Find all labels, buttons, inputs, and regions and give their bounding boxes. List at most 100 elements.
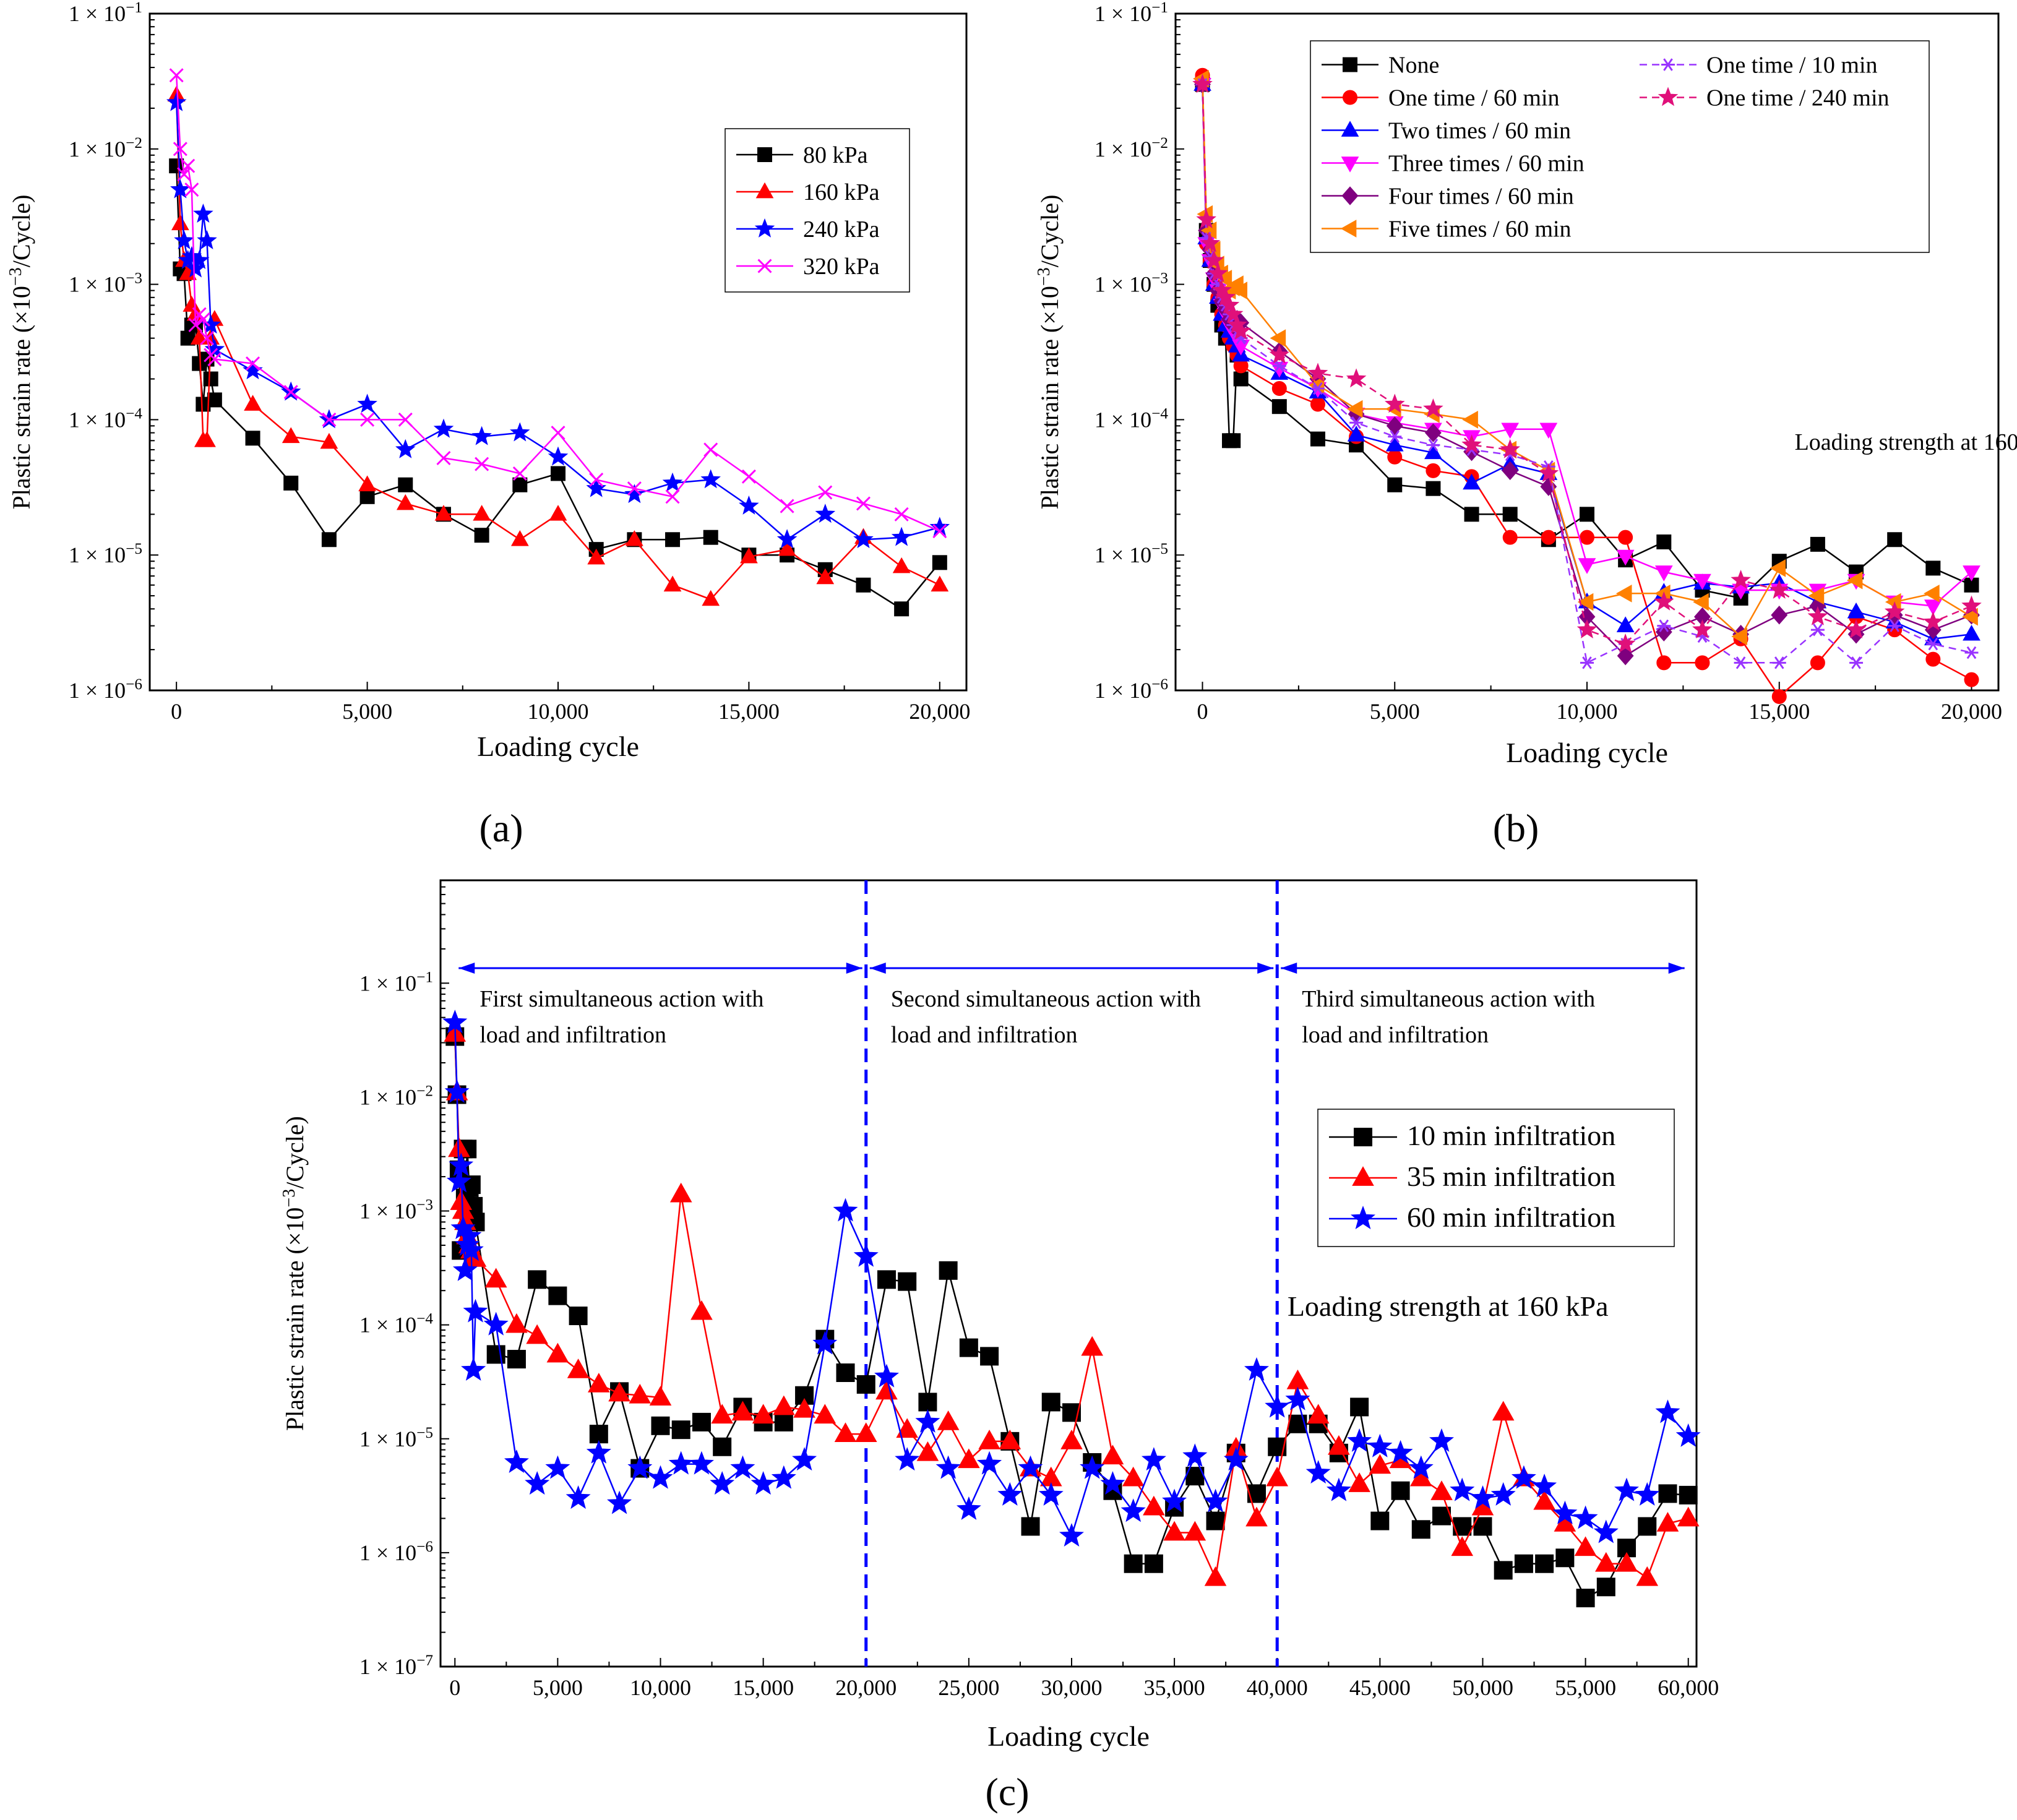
legend-label: 80 kPa [803,142,868,168]
data-point [1810,655,1825,671]
legend-label: 320 kPa [803,254,880,280]
x-tick-label: 20,000 [835,1675,897,1700]
data-point [939,1261,958,1280]
data-point [198,431,216,447]
y-axis-label: Plastic strain rate (×10−3/Cycle) [1034,195,1064,510]
data-point [1162,1488,1187,1513]
data-point [1574,1536,1597,1556]
data-point [875,1380,898,1400]
data-point [1216,270,1232,288]
data-point [1285,1386,1310,1410]
x-tick-label: 50,000 [1452,1675,1513,1700]
data-point [1692,619,1713,638]
data-point [197,230,217,250]
data-point [894,507,909,522]
data-point [956,1496,981,1520]
data-point [1270,329,1286,348]
data-point [1144,1554,1163,1573]
data-point [1021,1517,1040,1536]
legend-marker [1340,220,1357,238]
y-tick-label: 1 × 10−3 [359,1197,433,1224]
x-axis-label: Loading cycle [1506,737,1668,768]
data-point [1846,619,1867,638]
data-point [546,1342,569,1363]
data-point [1635,1482,1660,1506]
legend-label: None [1388,53,1439,79]
data-point [436,451,451,466]
legend-marker [1341,121,1359,137]
data-point [1219,294,1240,314]
data-point [1310,431,1325,447]
data-point [1695,655,1710,671]
data-point [1391,1481,1410,1500]
data-point [1367,1433,1393,1457]
data-point [1124,1554,1143,1573]
x-axis-label: Loading cycle [987,1720,1150,1752]
legend-label: Three times / 60 min [1388,151,1585,177]
data-point [1693,593,1709,611]
data-point [1347,425,1365,442]
legend-marker [1341,186,1359,205]
data-point [773,1395,795,1415]
data-point [190,328,209,345]
data-point [1576,619,1598,638]
data-point [1184,1521,1206,1541]
data-point [1849,656,1864,669]
data-point [1593,1519,1619,1543]
data-point [322,412,337,427]
data-point [959,1338,978,1357]
y-tick-label: 1 × 10−3 [69,270,142,297]
legend-label: One time / 60 min [1388,85,1560,111]
data-point [1461,434,1482,454]
data-point [1269,344,1290,364]
x-tick-label: 55,000 [1555,1675,1616,1700]
data-point [398,412,413,427]
y-tick-label: 1 × 10−4 [69,405,143,432]
data-point [452,1257,478,1281]
data-point [896,1418,918,1438]
data-point [854,1422,877,1443]
data-point [663,575,682,592]
data-point [510,422,530,442]
axes-frame [439,879,1698,1668]
data-point [203,371,218,387]
data-point [359,489,375,504]
data-point [741,469,756,484]
data-point [739,495,759,515]
data-point [1888,619,1902,632]
data-point [1580,530,1594,545]
data-point [1143,1495,1165,1516]
data-point [196,312,210,327]
data-point [997,1482,1023,1506]
data-point [1772,656,1786,669]
data-point [1771,689,1787,705]
data-point [853,529,874,549]
data-point [1245,1506,1268,1527]
data-point [1426,439,1440,452]
x-tick-label: 40,000 [1247,1675,1308,1700]
annotation-text: Loading strength at 160 kPa [1288,1290,1609,1322]
y-tick-label: 1 × 10−4 [359,1311,434,1337]
data-point [1307,363,1328,382]
data-point [283,385,298,400]
data-point [1926,637,1940,651]
data-point [1617,646,1634,666]
data-point [1925,560,1941,576]
data-point [1470,1485,1495,1509]
data-point [433,418,454,438]
data-point [740,547,758,564]
data-point [1655,1399,1680,1423]
data-point [545,1455,570,1479]
data-point [1038,1482,1064,1506]
data-point [193,203,213,223]
data-point [184,182,199,197]
data-point [166,92,187,111]
x-tick-label: 10,000 [528,699,589,724]
data-point [977,1451,1002,1475]
phase-label-line1: Third simultaneous action with [1302,986,1595,1012]
data-point [551,466,566,481]
legend-marker [1351,1205,1375,1229]
data-point [1677,1506,1700,1527]
data-point [629,1383,652,1404]
data-point [1387,449,1403,465]
